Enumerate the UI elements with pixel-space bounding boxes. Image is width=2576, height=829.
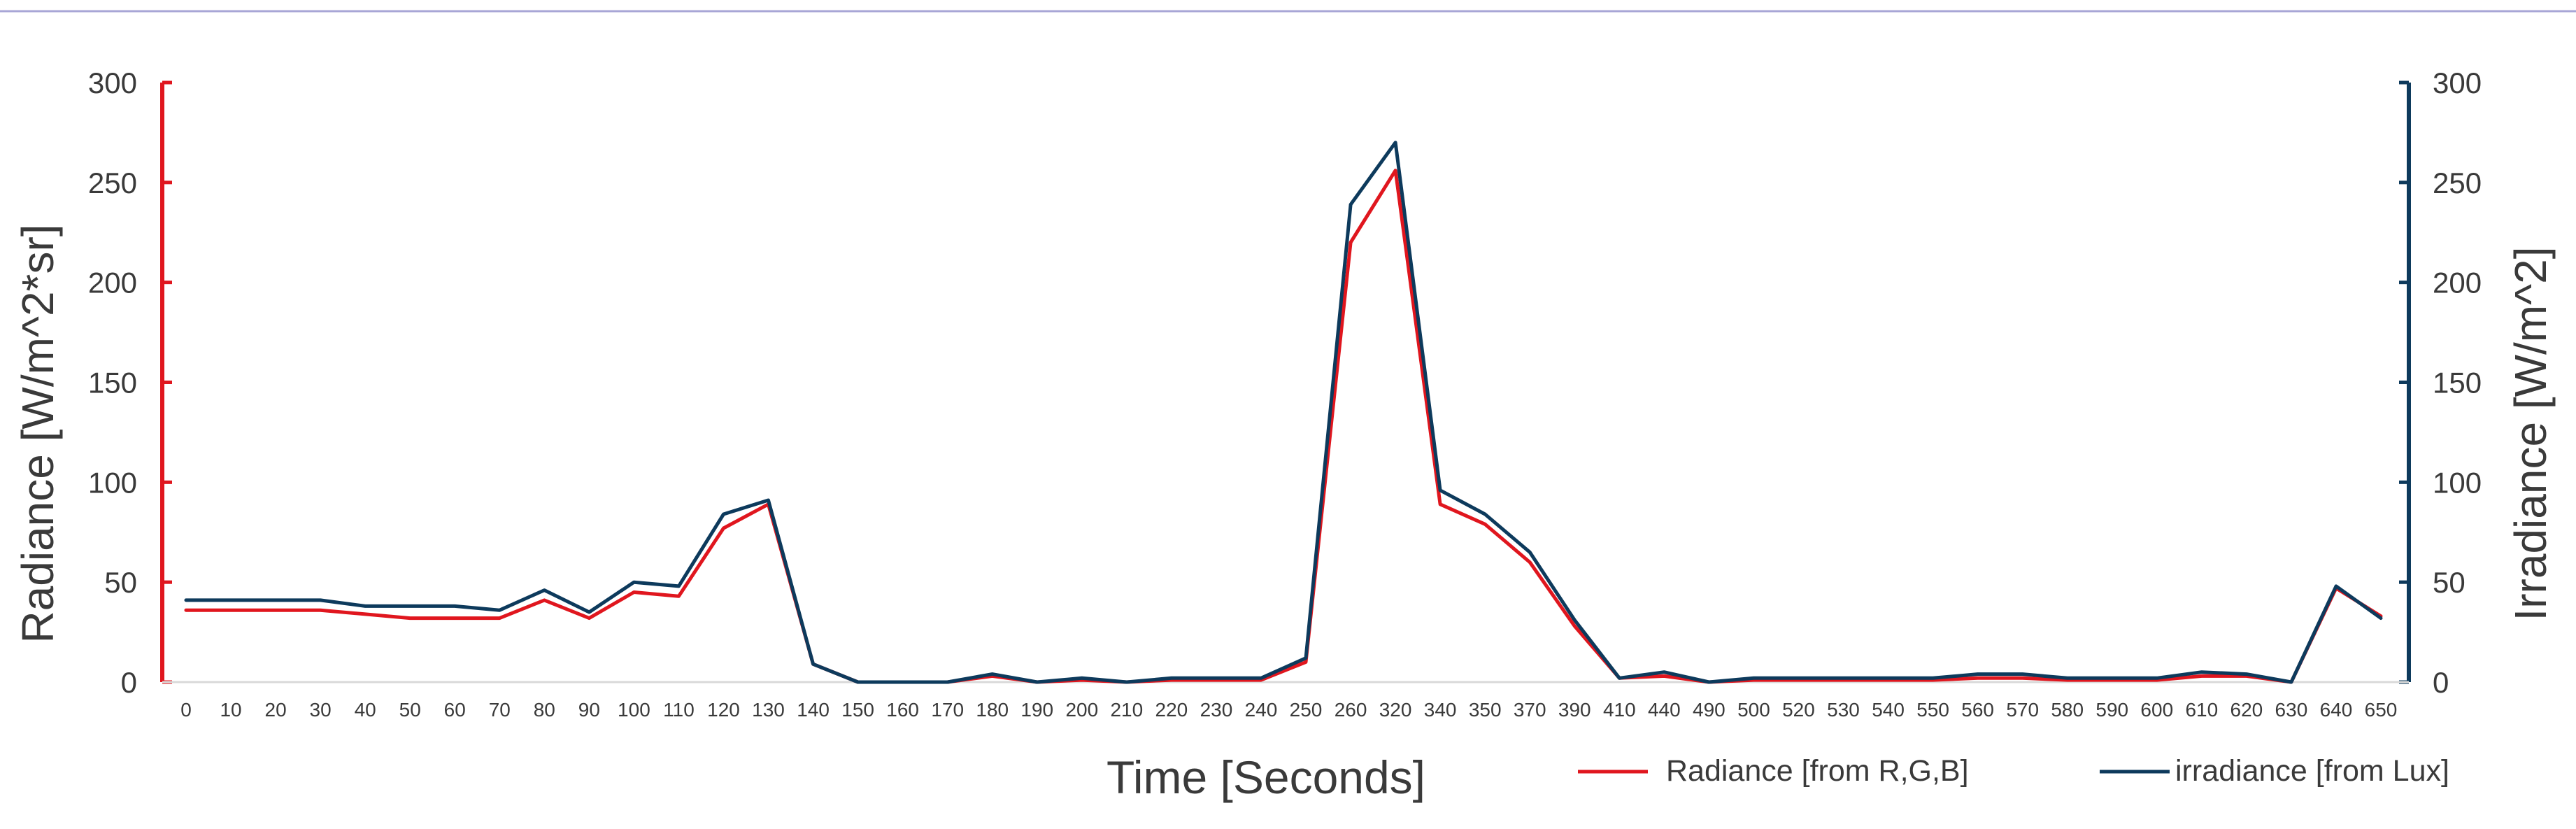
x-tick-label: 70 bbox=[489, 699, 511, 721]
x-tick-label: 180 bbox=[976, 699, 1009, 721]
x-tick-label: 440 bbox=[1648, 699, 1681, 721]
left-tick-label: 0 bbox=[121, 666, 137, 699]
series-lines bbox=[184, 141, 2383, 684]
x-tick-label: 170 bbox=[931, 699, 964, 721]
x-tick-label: 640 bbox=[2320, 699, 2353, 721]
x-tick-label: 260 bbox=[1335, 699, 1367, 721]
x-tick-label: 160 bbox=[886, 699, 919, 721]
x-tick-label: 110 bbox=[663, 699, 695, 721]
x-tick-label: 570 bbox=[2006, 699, 2039, 721]
x-tick-label: 520 bbox=[1782, 699, 1815, 721]
x-tick-label: 550 bbox=[1916, 699, 1949, 721]
x-tick-label: 230 bbox=[1200, 699, 1233, 721]
left-tick-label: 50 bbox=[104, 566, 137, 599]
x-tick-label: 620 bbox=[2230, 699, 2263, 721]
x-tick-label: 590 bbox=[2095, 699, 2128, 721]
x-tick-label: 490 bbox=[1693, 699, 1725, 721]
x-tick-label: 210 bbox=[1110, 699, 1143, 721]
x-tick-label: 200 bbox=[1065, 699, 1098, 721]
x-tick-label: 130 bbox=[752, 699, 785, 721]
x-tick-label: 250 bbox=[1290, 699, 1323, 721]
x-tick-label: 500 bbox=[1737, 699, 1770, 721]
x-tick-label: 560 bbox=[1961, 699, 1994, 721]
left-tick-label: 300 bbox=[88, 66, 137, 99]
x-tick-label: 240 bbox=[1245, 699, 1278, 721]
x-tick-label: 40 bbox=[355, 699, 376, 721]
x-tick-label: 650 bbox=[2365, 699, 2398, 721]
x-tick-label: 410 bbox=[1603, 699, 1636, 721]
x-tick-label: 60 bbox=[444, 699, 466, 721]
x-tick-label: 10 bbox=[220, 699, 241, 721]
x-tick-label: 20 bbox=[265, 699, 287, 721]
x-tick-label: 600 bbox=[2140, 699, 2173, 721]
left-tick-label: 250 bbox=[88, 166, 137, 199]
legend-label-radiance: Radiance [from R,G,B] bbox=[1666, 754, 1969, 788]
x-tick-label: 150 bbox=[841, 699, 874, 721]
x-tick-label: 90 bbox=[578, 699, 600, 721]
x-axis-title: Time [Seconds] bbox=[1106, 751, 1425, 803]
right-tick-label: 200 bbox=[2433, 267, 2482, 299]
right-tick-label: 100 bbox=[2433, 466, 2482, 499]
right-tick-label: 300 bbox=[2433, 66, 2482, 99]
left-tick-label: 100 bbox=[88, 466, 137, 499]
x-tick-label: 350 bbox=[1469, 699, 1502, 721]
x-axis: 0 10 20 30 40 50 60 70 80 90 100 110 120 130 140 150 160… bbox=[162, 681, 2409, 721]
x-tick-label: 610 bbox=[2185, 699, 2218, 721]
left-y-axis: 0 50 100 150 200 250 300 bbox=[88, 66, 172, 699]
left-tick-label: 200 bbox=[88, 267, 137, 299]
x-tick-label: 220 bbox=[1155, 699, 1188, 721]
x-tick-label: 30 bbox=[310, 699, 332, 721]
x-tick-label: 540 bbox=[1872, 699, 1905, 721]
left-tick-label: 150 bbox=[88, 367, 137, 399]
x-tick-label: 80 bbox=[534, 699, 555, 721]
x-tick-label: 340 bbox=[1424, 699, 1457, 721]
x-tick-label: 50 bbox=[399, 699, 421, 721]
x-tick-label: 320 bbox=[1379, 699, 1412, 721]
x-tick-label: 190 bbox=[1020, 699, 1053, 721]
left-axis-title: Radiance [W/m^2*sr] bbox=[13, 224, 63, 643]
x-tick-label: 100 bbox=[618, 699, 650, 721]
right-tick-label: 150 bbox=[2433, 367, 2482, 399]
x-tick-label: 120 bbox=[707, 699, 740, 721]
right-y-axis: 0 50 100 150 200 250 300 bbox=[2399, 66, 2482, 699]
series-line-radiance bbox=[184, 169, 2383, 684]
x-tick-label: 390 bbox=[1558, 699, 1591, 721]
right-tick-label: 50 bbox=[2433, 566, 2465, 599]
legend-label-irradiance: irradiance [from Lux] bbox=[2175, 754, 2449, 788]
right-axis-title: Irradiance [W/m^2] bbox=[2505, 246, 2556, 621]
x-tick-label: 530 bbox=[1827, 699, 1860, 721]
x-tick-label: 0 bbox=[180, 699, 192, 721]
x-tick-label: 370 bbox=[1514, 699, 1546, 721]
x-tick-label: 580 bbox=[2051, 699, 2084, 721]
right-tick-label: 250 bbox=[2433, 166, 2482, 199]
series-line-irradiance bbox=[184, 141, 2383, 684]
legend: Radiance [from R,G,B] irradiance [from L… bbox=[1578, 754, 2449, 788]
x-tick-label: 630 bbox=[2275, 699, 2308, 721]
x-tick-label: 140 bbox=[797, 699, 830, 721]
right-tick-label: 0 bbox=[2433, 666, 2449, 699]
